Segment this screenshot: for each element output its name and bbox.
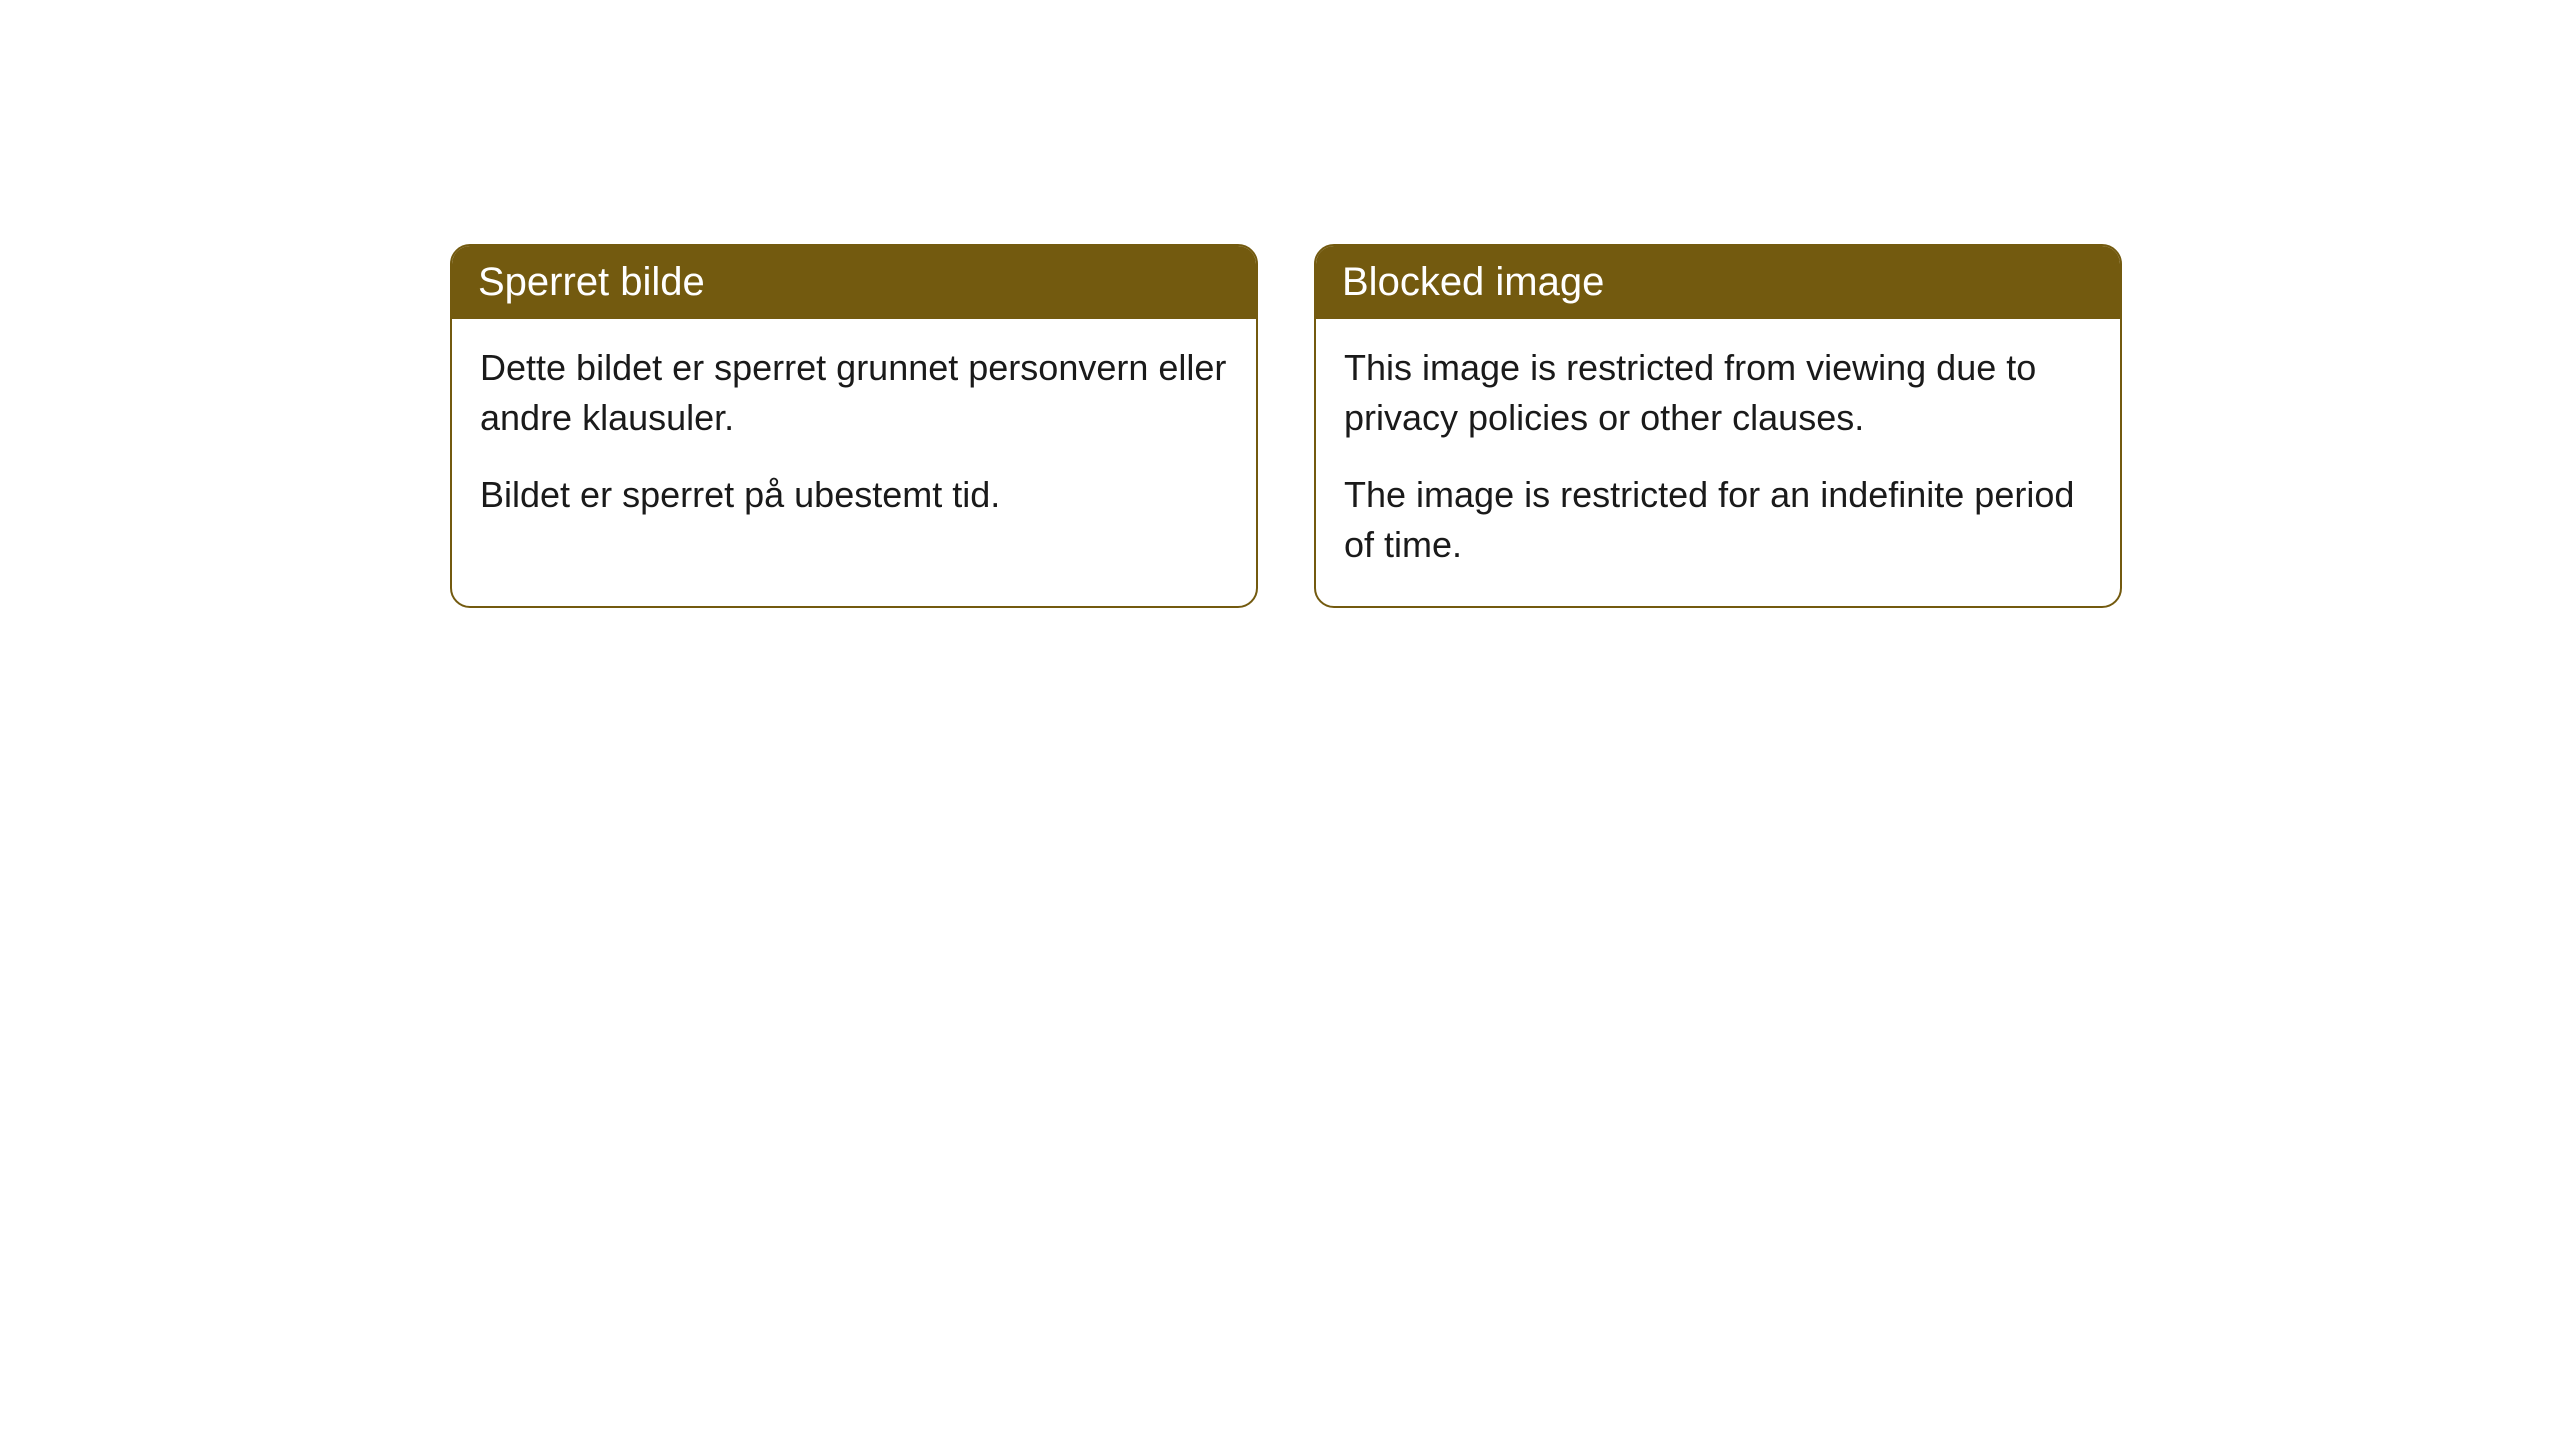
card-body: This image is restricted from viewing du… (1316, 319, 2120, 606)
card-paragraph: Dette bildet er sperret grunnet personve… (480, 343, 1228, 442)
card-header: Blocked image (1316, 246, 2120, 319)
card-header: Sperret bilde (452, 246, 1256, 319)
card-paragraph: The image is restricted for an indefinit… (1344, 470, 2092, 569)
card-paragraph: Bildet er sperret på ubestemt tid. (480, 470, 1228, 520)
notice-card-english: Blocked image This image is restricted f… (1314, 244, 2122, 608)
card-title: Sperret bilde (478, 260, 705, 304)
notice-container: Sperret bilde Dette bildet er sperret gr… (0, 0, 2560, 608)
card-title: Blocked image (1342, 260, 1604, 304)
card-body: Dette bildet er sperret grunnet personve… (452, 319, 1256, 556)
notice-card-norwegian: Sperret bilde Dette bildet er sperret gr… (450, 244, 1258, 608)
card-paragraph: This image is restricted from viewing du… (1344, 343, 2092, 442)
